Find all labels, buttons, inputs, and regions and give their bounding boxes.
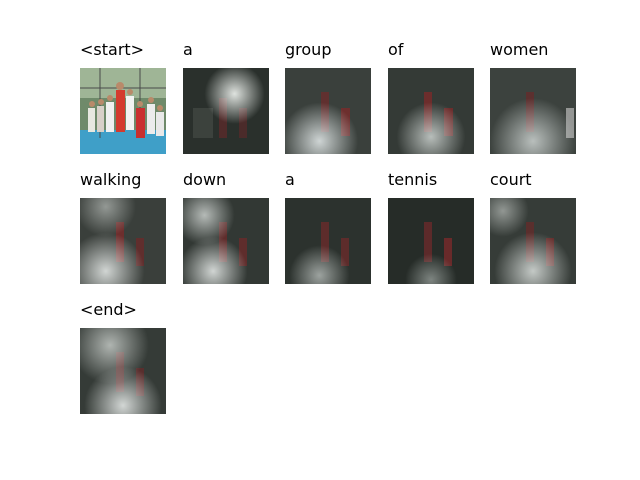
token-cell: women xyxy=(490,40,586,160)
attention-map xyxy=(490,198,576,284)
attention-map xyxy=(183,68,269,154)
attention-map xyxy=(80,328,166,414)
source-photo xyxy=(80,68,166,154)
attention-map xyxy=(183,198,269,284)
token-word: court xyxy=(490,170,532,189)
token-word: a xyxy=(285,170,295,189)
token-cell: of xyxy=(388,40,484,160)
token-word: group xyxy=(285,40,332,59)
attention-map xyxy=(80,198,166,284)
token-cell: walking xyxy=(80,170,176,290)
attention-map xyxy=(285,68,371,154)
token-cell: a xyxy=(183,40,279,160)
token-word: walking xyxy=(80,170,142,189)
token-cell: down xyxy=(183,170,279,290)
token-word: <start> xyxy=(80,40,145,59)
token-word: of xyxy=(388,40,404,59)
token-word: <end> xyxy=(80,300,137,319)
token-word: tennis xyxy=(388,170,438,189)
attention-map xyxy=(490,68,576,154)
token-cell: group xyxy=(285,40,381,160)
token-cell: <end> xyxy=(80,300,176,420)
attention-map xyxy=(388,198,474,284)
token-cell: tennis xyxy=(388,170,484,290)
token-word: down xyxy=(183,170,227,189)
token-word: a xyxy=(183,40,193,59)
token-cell: <start> xyxy=(80,40,176,160)
attention-map xyxy=(285,198,371,284)
token-word: women xyxy=(490,40,549,59)
attention-map xyxy=(388,68,474,154)
token-cell: a xyxy=(285,170,381,290)
token-cell: court xyxy=(490,170,586,290)
